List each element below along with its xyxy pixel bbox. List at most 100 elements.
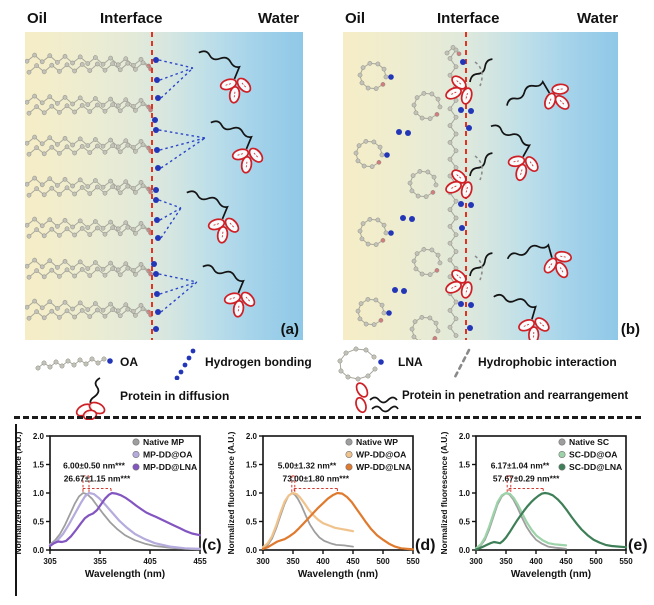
chart-legend-label: SC-DD@LNA [569, 462, 622, 472]
y-tick-label: 0.5 [459, 518, 471, 527]
oil-water-interface-diagram-b [343, 32, 618, 340]
oil-water-interface-diagram-a [25, 32, 303, 340]
x-tick-label: 450 [346, 557, 360, 566]
y-tick-label: 0.0 [33, 546, 45, 555]
series-line-Native SC [476, 493, 566, 549]
chart-legend-label: WP-DD@LNA [356, 462, 411, 472]
legend-marker [133, 439, 139, 445]
y-tick-label: 1.5 [246, 461, 258, 470]
hydrogen-bond-dot [155, 235, 161, 241]
x-tick-label: 350 [499, 557, 513, 566]
y-tick-label: 2.0 [33, 432, 45, 441]
hydrogen-bond-dot [153, 127, 159, 133]
x-tick-label: 405 [143, 557, 157, 566]
legend-marker [346, 439, 352, 445]
legend-hydrophobic-label: Hydrophobic interaction [478, 355, 617, 369]
legend-marker [346, 464, 352, 470]
y-axis-label: Normalized fluorescence (A.U.) [13, 431, 23, 554]
y-tick-label: 2.0 [246, 432, 258, 441]
chart-legend-label: WP-DD@OA [356, 450, 406, 460]
hydrogen-bond-dot [154, 217, 160, 223]
legend-marker [346, 451, 352, 457]
hydrogen-bond-dot [154, 291, 160, 297]
oa-molecule-icon [34, 350, 114, 374]
series-line-SC-DD@OA [476, 493, 566, 548]
legend-marker [559, 439, 565, 445]
oil-label-b: Oil [345, 10, 365, 27]
legend-marker [559, 451, 565, 457]
x-tick-label: 550 [406, 557, 420, 566]
hydrogen-bond-dot [154, 147, 160, 153]
x-tick-label: 305 [43, 557, 57, 566]
chart-legend-label: MP-DD@LNA [143, 462, 197, 472]
x-tick-label: 300 [256, 557, 270, 566]
x-tick-label: 450 [559, 557, 573, 566]
legend-hbond-label: Hydrogen bonding [205, 355, 312, 369]
panel-letter: (c) [202, 537, 222, 554]
y-tick-label: 0.5 [33, 518, 45, 527]
legend-oa-label: OA [120, 355, 138, 369]
interface-label-a: Interface [100, 10, 163, 27]
protein-diffusion-icon [74, 376, 116, 420]
water-label-b: Water [577, 10, 618, 27]
y-tick-label: 1.5 [33, 461, 45, 470]
x-axis-label: Wavelength (nm) [511, 569, 591, 580]
schematic-panel-b: (b) [343, 32, 618, 340]
series-line-MP-DD@OA [50, 493, 200, 549]
hydrogen-bond-dot [153, 57, 159, 63]
y-tick-label: 0.0 [246, 546, 258, 555]
panel-letter-b: (b) [621, 321, 640, 338]
hydrophobic-interaction-icon [449, 346, 475, 380]
protein-penetration-icon [352, 380, 400, 418]
x-tick-label: 455 [193, 557, 207, 566]
y-tick-label: 1.5 [459, 461, 471, 470]
chart-legend-label: Native MP [143, 437, 184, 447]
y-tick-label: 1.0 [246, 489, 258, 498]
y-tick-label: 0.5 [246, 518, 258, 527]
legend-protein-penetration-label: Protein in penetration and rearrangement [402, 390, 628, 402]
panel-letter: (e) [628, 537, 648, 554]
legend-marker [559, 464, 565, 470]
x-tick-label: 400 [529, 557, 543, 566]
x-tick-label: 500 [376, 557, 390, 566]
y-tick-label: 0.0 [459, 546, 471, 555]
x-tick-label: 400 [316, 557, 330, 566]
x-tick-label: 300 [469, 557, 483, 566]
charts-row: 305 355 405 455 0.0 0.5 1.0 1.5 2.0 Native MP MP-D… [12, 424, 651, 600]
schematic-panel-a: (a) [25, 32, 303, 340]
legend-marker [133, 464, 139, 470]
hydrogen-bond-dot [155, 95, 161, 101]
panel-letter-a: (a) [281, 321, 299, 338]
y-axis-label: Normalized fluorescence (A.U.) [226, 431, 236, 554]
x-tick-label: 355 [93, 557, 107, 566]
panel-letter: (d) [415, 537, 435, 554]
x-tick-label: 550 [619, 557, 633, 566]
water-label-a: Water [258, 10, 299, 27]
legend-lna-label: LNA [398, 355, 423, 369]
annotation-label: 57.67±0.29 nm*** [493, 474, 560, 484]
hydrogen-bond-dot [153, 197, 159, 203]
dashed-separator [14, 416, 641, 419]
legend-protein-diffusion-label: Protein in diffusion [120, 389, 229, 403]
hydrogen-bond-dot [154, 77, 160, 83]
series-line-Native WP [263, 493, 353, 548]
annotation-label: 73.00±1.80 nm*** [283, 474, 350, 484]
x-tick-label: 350 [286, 557, 300, 566]
x-tick-label: 500 [589, 557, 603, 566]
annotation-label: 6.00±0.50 nm*** [63, 460, 126, 470]
chart-legend-label: Native SC [569, 437, 609, 447]
annotation-label: 6.17±1.04 nm** [491, 460, 550, 470]
hydrogen-bonding-icon [172, 346, 200, 380]
annotation-label: 26.67±1.15 nm*** [64, 474, 131, 484]
y-axis-label: Normalized fluorescence (A.U.) [439, 431, 449, 554]
y-tick-label: 2.0 [459, 432, 471, 441]
interface-label-b: Interface [437, 10, 500, 27]
chart-legend-label: MP-DD@OA [143, 450, 192, 460]
annotation-label: 5.00±1.32 nm** [278, 460, 337, 470]
